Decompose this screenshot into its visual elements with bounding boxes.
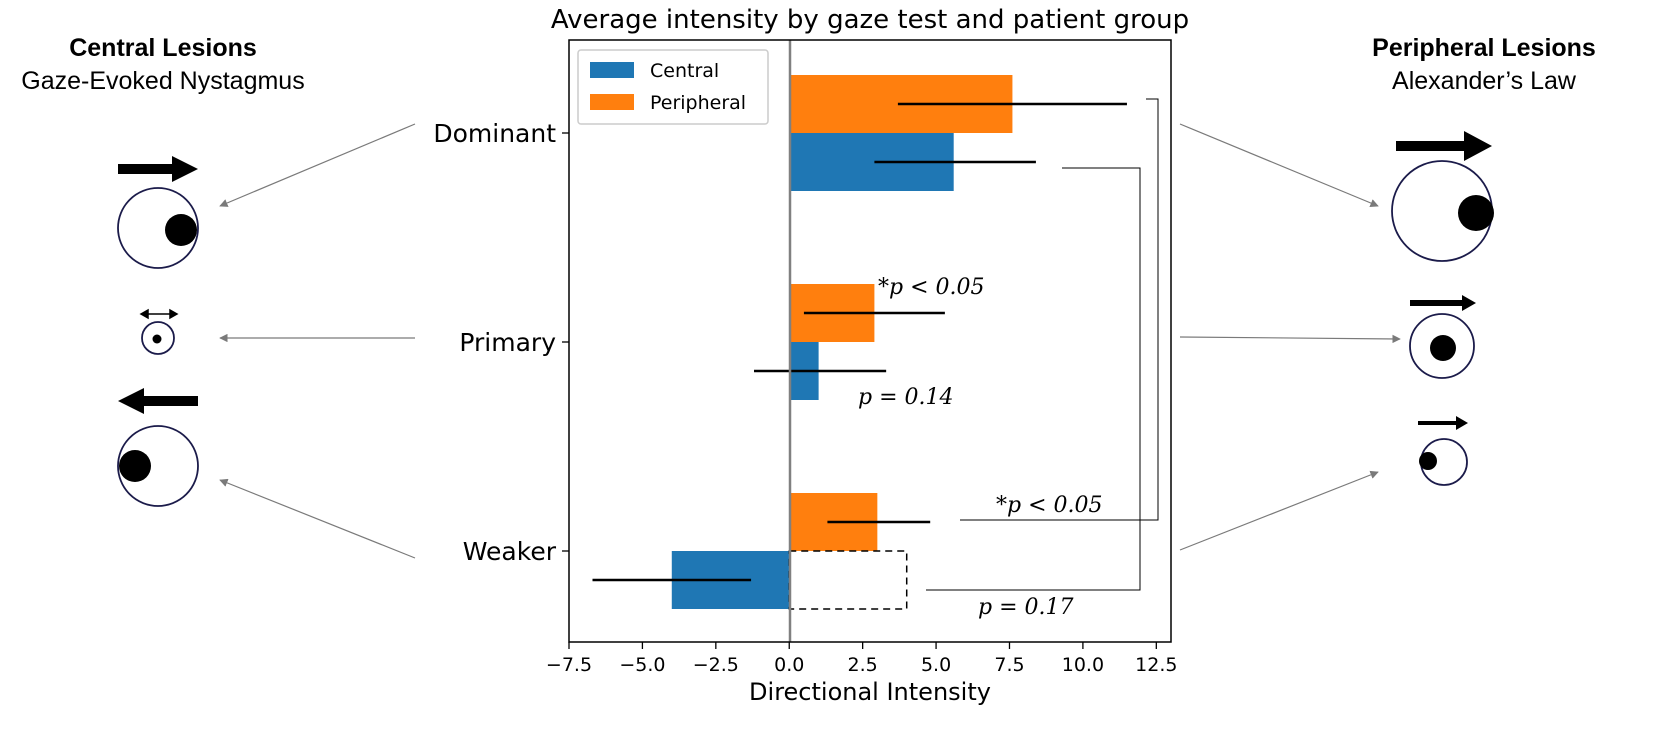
arrow-left-weaker [219,478,416,559]
pupil-icon [1430,335,1456,361]
y-tick-label-dominant: Dominant [433,119,556,148]
arrow-right-icon [118,156,198,182]
left-eye-diagrams [117,156,199,507]
x-tick-label: −5.0 [619,654,665,676]
eye-outline-icon [1409,313,1475,379]
x-tick-label: 7.5 [994,654,1024,676]
pupil-icon [1419,452,1437,470]
eye-outline-icon [117,425,199,507]
legend-swatch-central [590,62,634,78]
y-tick-label-weaker: Weaker [463,537,557,566]
pupil-icon [152,334,162,344]
significance-brackets [926,98,1159,591]
x-tick-label: 0.0 [774,654,804,676]
arrow-right-icon [1410,295,1476,311]
pointer-arrows [219,123,1401,559]
x-tick-label: −2.5 [693,654,739,676]
annotation-primary-sig: *p < 0.05 [878,275,985,300]
eye-outline-icon [117,187,199,269]
double-arrow-icon [139,308,179,320]
arrow-right-icon [1418,416,1468,430]
x-tick-label: 10.0 [1062,654,1104,676]
x-tick-label: 2.5 [848,654,878,676]
bar-central-weaker-mirror [788,550,908,610]
bracket-peripheral [960,98,1159,521]
arrow-right-weaker [1179,470,1379,551]
right-panel-title: Peripheral Lesions [1372,34,1596,62]
pupil-icon [1458,195,1494,231]
bars-layer [671,75,1013,610]
legend-label-peripheral: Peripheral [650,92,746,114]
chart-title: Average intensity by gaze test and patie… [551,5,1189,35]
annotation-peripheral-sig: *p < 0.05 [996,493,1103,518]
right-panel-subtitle: Alexander’s Law [1392,67,1576,95]
p-value-labels: *p < 0.05 p = 0.14 *p < 0.05 p = 0.17 [858,275,1103,620]
arrow-right-dominant [1179,123,1379,207]
error-bars-layer [592,102,1127,582]
x-tick-label: 12.5 [1135,654,1177,676]
right-eye-diagrams [1391,131,1494,486]
annotation-central-ns: p = 0.17 [978,595,1074,620]
pupil-icon [119,450,151,482]
x-tick-label: −7.5 [546,654,592,676]
left-panel-heading: Central Lesions Gaze-Evoked Nystagmus [0,32,326,98]
right-panel-heading: Peripheral Lesions Alexander’s Law [1314,32,1654,98]
arrow-left-dominant [219,123,416,207]
arrow-left-icon [118,388,198,414]
left-panel-subtitle: Gaze-Evoked Nystagmus [21,67,305,95]
y-axis-ticks: Dominant Primary Weaker [433,119,569,566]
legend-label-central: Central [650,60,719,82]
y-tick-label-primary: Primary [459,328,556,357]
eye-outline-icon [141,321,175,355]
legend-swatch-peripheral [590,94,634,110]
annotation-primary-ns: p = 0.14 [858,385,954,410]
plot-frame [568,39,1172,643]
bracket-central [926,167,1141,591]
arrow-right-primary [1179,334,1401,344]
x-axis-label: Directional Intensity [749,678,991,706]
x-axis-ticks: −7.5 −5.0 −2.5 0.0 2.5 5.0 7.5 10.0 12.5 [546,642,1177,676]
legend: Central Peripheral [577,49,769,125]
arrow-right-icon [1396,131,1492,161]
pupil-icon [165,214,197,246]
x-tick-label: 5.0 [921,654,951,676]
left-panel-title: Central Lesions [69,34,257,62]
